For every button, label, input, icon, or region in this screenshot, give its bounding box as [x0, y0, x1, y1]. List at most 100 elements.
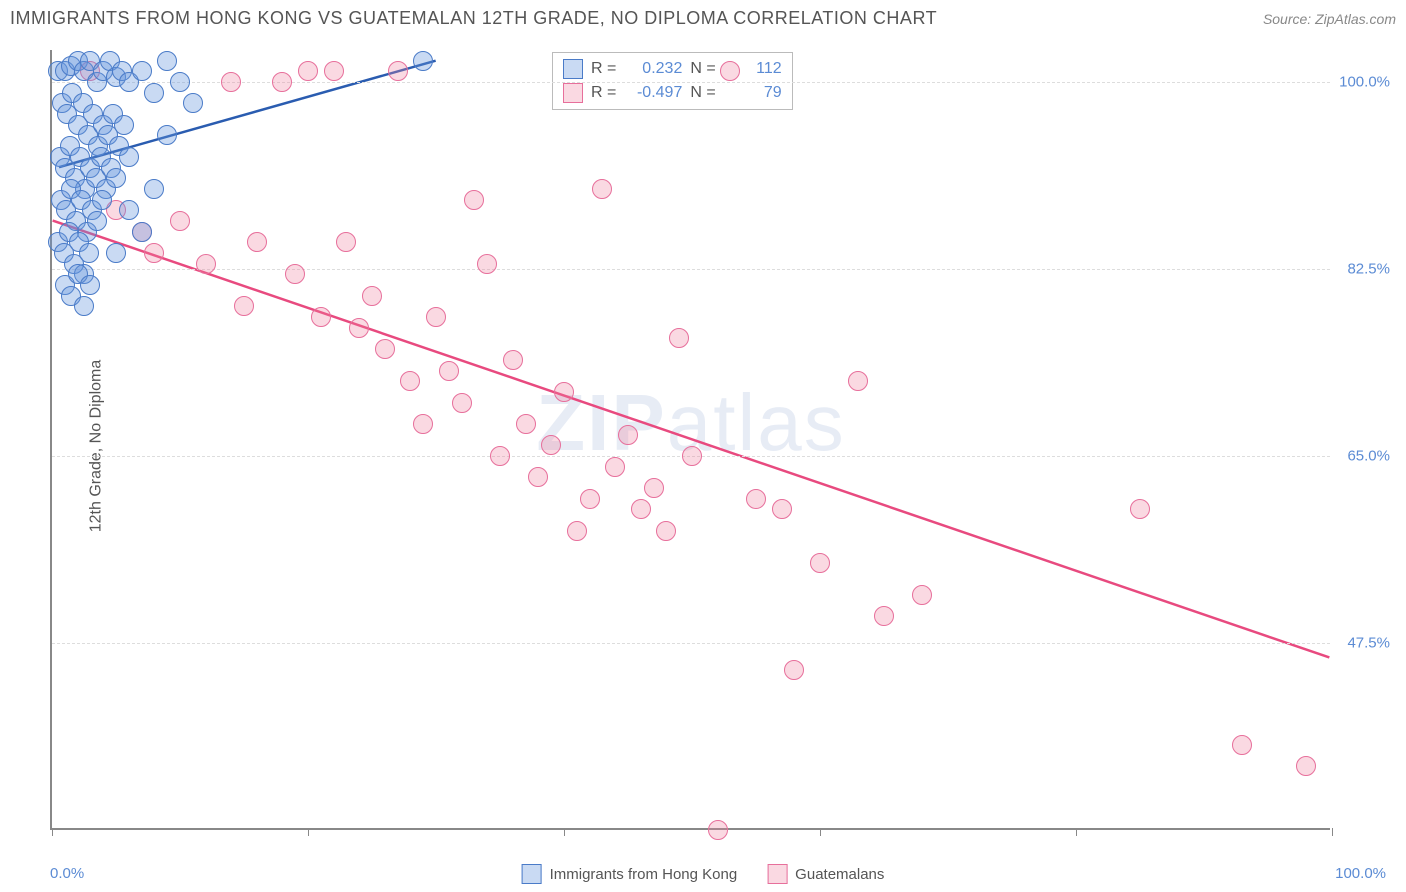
marker-a	[114, 115, 134, 135]
chart-title: IMMIGRANTS FROM HONG KONG VS GUATEMALAN …	[10, 8, 937, 29]
x-tick	[820, 828, 821, 836]
marker-a	[106, 243, 126, 263]
marker-b	[708, 820, 728, 840]
marker-a	[92, 190, 112, 210]
marker-b	[336, 232, 356, 252]
marker-b	[170, 211, 190, 231]
plot-area: ZIPatlas R =0.232N =112R =-0.497N =79 47…	[50, 50, 1330, 830]
swatch-icon	[563, 59, 583, 79]
marker-b	[272, 72, 292, 92]
marker-b	[874, 606, 894, 626]
marker-b	[772, 499, 792, 519]
x-tick	[564, 828, 565, 836]
stat-n: 79	[724, 84, 782, 102]
marker-b	[234, 296, 254, 316]
stat-r_label: R =	[591, 60, 616, 78]
legend-label-a: Immigrants from Hong Kong	[550, 866, 738, 883]
marker-a	[170, 72, 190, 92]
marker-a	[157, 51, 177, 71]
y-tick-label: 100.0%	[1339, 74, 1390, 91]
marker-b	[720, 61, 740, 81]
stats-row: R =0.232N =112	[563, 57, 782, 81]
marker-a	[144, 83, 164, 103]
legend-label-b: Guatemalans	[795, 866, 884, 883]
x-max-label: 100.0%	[1335, 865, 1386, 882]
x-tick	[52, 828, 53, 836]
marker-b	[605, 457, 625, 477]
x-tick	[308, 828, 309, 836]
marker-a	[119, 200, 139, 220]
swatch-a	[522, 864, 542, 884]
stat-r: -0.497	[624, 84, 682, 102]
marker-b	[362, 286, 382, 306]
marker-b	[644, 478, 664, 498]
marker-a	[79, 243, 99, 263]
y-tick-label: 47.5%	[1347, 635, 1390, 652]
marker-b	[247, 232, 267, 252]
marker-b	[1232, 735, 1252, 755]
marker-b	[388, 61, 408, 81]
marker-a	[157, 125, 177, 145]
gridline	[52, 269, 1330, 270]
marker-b	[554, 382, 574, 402]
stats-row: R =-0.497N =79	[563, 81, 782, 105]
y-tick-label: 65.0%	[1347, 448, 1390, 465]
marker-b	[592, 179, 612, 199]
marker-b	[541, 435, 561, 455]
marker-b	[196, 254, 216, 274]
marker-b	[324, 61, 344, 81]
marker-b	[810, 553, 830, 573]
trend-lines	[52, 50, 1330, 828]
marker-a	[74, 296, 94, 316]
marker-b	[452, 393, 472, 413]
marker-b	[784, 660, 804, 680]
marker-b	[221, 72, 241, 92]
marker-b	[464, 190, 484, 210]
marker-b	[490, 446, 510, 466]
gridline	[52, 643, 1330, 644]
marker-a	[132, 61, 152, 81]
x-tick	[1076, 828, 1077, 836]
marker-b	[144, 243, 164, 263]
marker-a	[119, 147, 139, 167]
marker-b	[400, 371, 420, 391]
marker-a	[183, 93, 203, 113]
legend-item-b: Guatemalans	[767, 864, 884, 884]
marker-b	[567, 521, 587, 541]
marker-b	[848, 371, 868, 391]
legend-item-a: Immigrants from Hong Kong	[522, 864, 738, 884]
marker-a	[87, 211, 107, 231]
series-legend: Immigrants from Hong Kong Guatemalans	[522, 864, 885, 884]
marker-b	[656, 521, 676, 541]
marker-b	[426, 307, 446, 327]
marker-b	[503, 350, 523, 370]
marker-b	[375, 339, 395, 359]
source-label: Source: ZipAtlas.com	[1263, 11, 1396, 27]
marker-b	[477, 254, 497, 274]
x-tick	[1332, 828, 1333, 836]
marker-a	[413, 51, 433, 71]
x-min-label: 0.0%	[50, 865, 84, 882]
marker-a	[132, 222, 152, 242]
marker-b	[1130, 499, 1150, 519]
marker-b	[682, 446, 702, 466]
swatch-icon	[563, 83, 583, 103]
stat-n_label: N =	[690, 60, 715, 78]
stats-legend: R =0.232N =112R =-0.497N =79	[552, 52, 793, 110]
marker-a	[80, 275, 100, 295]
marker-b	[618, 425, 638, 445]
swatch-b	[767, 864, 787, 884]
marker-b	[580, 489, 600, 509]
marker-b	[285, 264, 305, 284]
marker-b	[631, 499, 651, 519]
marker-b	[912, 585, 932, 605]
gridline	[52, 82, 1330, 83]
marker-b	[746, 489, 766, 509]
marker-b	[298, 61, 318, 81]
marker-a	[144, 179, 164, 199]
stat-r: 0.232	[624, 60, 682, 78]
stat-n_label: N =	[690, 84, 715, 102]
marker-b	[528, 467, 548, 487]
marker-b	[439, 361, 459, 381]
marker-b	[311, 307, 331, 327]
